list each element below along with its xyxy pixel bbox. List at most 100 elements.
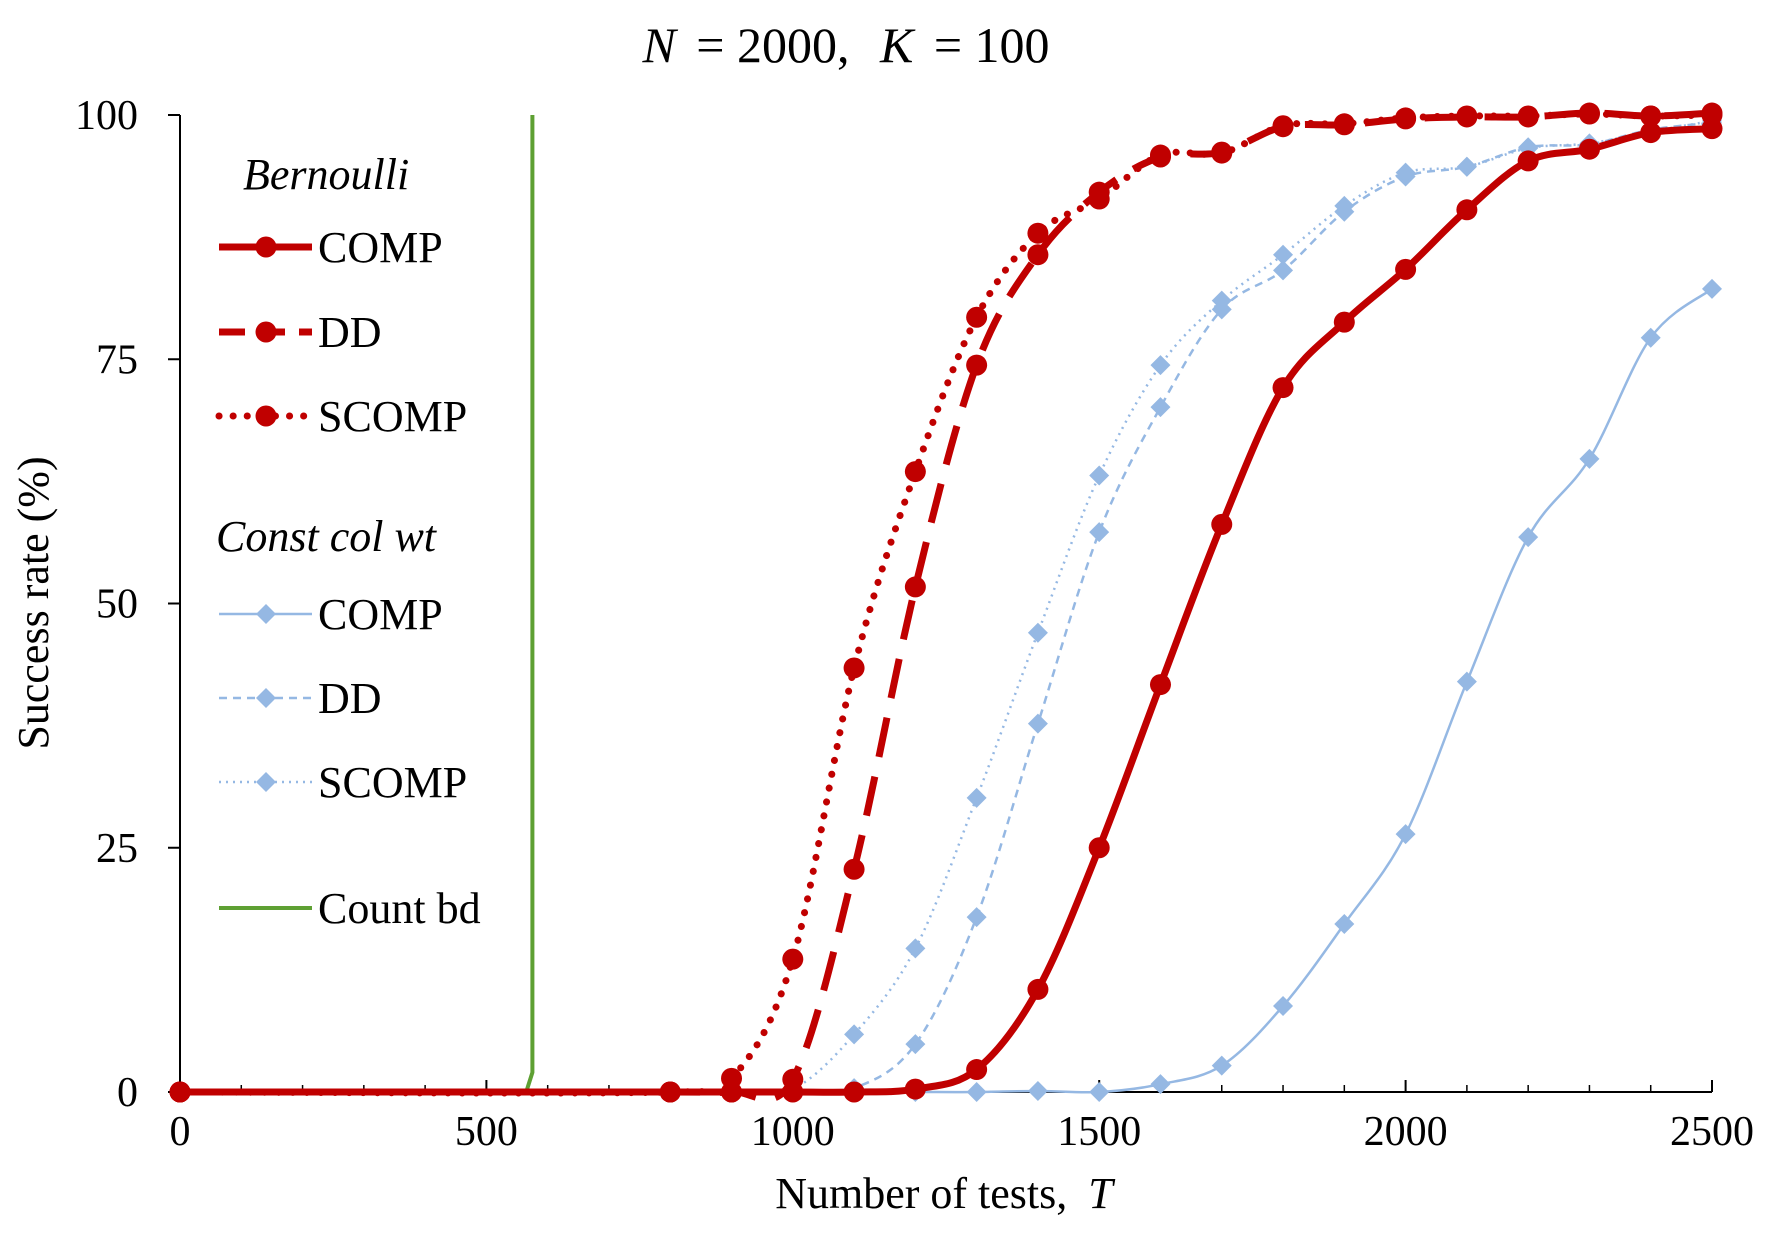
point-const-col-wt-comp-2200 [1518, 527, 1539, 548]
point-bernoulli-scomp-1100 [843, 657, 865, 679]
legend-header-const-col-wt: Const col wt [216, 512, 438, 561]
point-bernoulli-scomp-2400 [1640, 105, 1662, 127]
point-bernoulli-comp-1300 [966, 1059, 988, 1081]
point-const-col-wt-dd-1500 [1089, 522, 1110, 543]
point-const-col-wt-comp-2100 [1456, 671, 1477, 692]
legend-label-count-bd: Count bd [318, 884, 481, 933]
point-bernoulli-scomp-1800 [1272, 115, 1294, 137]
point-const-col-wt-scomp-2100 [1456, 156, 1477, 177]
point-const-col-wt-scomp-1700 [1211, 290, 1232, 311]
point-bernoulli-scomp-0 [169, 1081, 191, 1103]
point-const-col-wt-comp-1500 [1089, 1082, 1110, 1102]
point-bernoulli-comp-2300 [1578, 138, 1600, 160]
y-tick-label-25: 25 [96, 826, 138, 872]
legend-label-const-col-wt-dd: DD [318, 674, 382, 723]
point-bernoulli-dd-1400 [1027, 244, 1049, 266]
point-const-col-wt-comp-2000 [1395, 824, 1416, 845]
point-bernoulli-scomp-2100 [1456, 105, 1478, 127]
point-bernoulli-dd-1200 [904, 576, 926, 598]
x-axis-label-text: Number of tests, [775, 1169, 1067, 1218]
point-bernoulli-comp-1500 [1088, 837, 1110, 859]
point-bernoulli-scomp-2200 [1517, 105, 1539, 127]
legend-label-const-col-wt-comp: COMP [318, 590, 443, 639]
x-ticks: 0 500 1000 1500 2000 2500 [170, 1080, 1754, 1155]
y-tick-label-50: 50 [96, 582, 138, 628]
legend-label-bernoulli-dd: DD [318, 308, 382, 357]
point-bernoulli-scomp-800 [659, 1081, 681, 1103]
legend-entries: COMP DD SCOMP COMP DD SCOMP Count bd [215, 223, 481, 933]
legend-label-bernoulli-comp: COMP [318, 223, 443, 272]
point-bernoulli-comp-2100 [1456, 199, 1478, 221]
point-const-col-wt-scomp-1600 [1150, 355, 1171, 376]
point-const-col-wt-comp-1700 [1211, 1055, 1232, 1076]
point-const-col-wt-dd-1200 [905, 1034, 926, 1055]
x-axis-label: Number of tests, T [775, 1169, 1116, 1218]
title-k-symbol: K [879, 17, 916, 73]
legend-marker-bernoulli-comp [255, 236, 277, 258]
legend-marker-bernoulli-scomp [255, 405, 277, 427]
x-tick-label-500: 500 [455, 1109, 518, 1155]
chart-title: N = 2000, K = 100 [641, 17, 1049, 73]
point-bernoulli-scomp-1700 [1211, 142, 1233, 164]
point-bernoulli-scomp-1600 [1149, 144, 1171, 166]
point-bernoulli-comp-2000 [1395, 258, 1417, 280]
x-tick-label-0: 0 [170, 1109, 191, 1155]
x-axis-label-var: T [1088, 1169, 1116, 1218]
point-const-col-wt-scomp-1100 [844, 1024, 865, 1045]
x-tick-label-1500: 1500 [1057, 1109, 1141, 1155]
point-bernoulli-scomp-900 [721, 1067, 743, 1089]
legend-header-bernoulli: Bernoulli [243, 150, 409, 199]
x-tick-label-2000: 2000 [1364, 1109, 1448, 1155]
point-const-col-wt-comp-1300 [966, 1082, 987, 1102]
point-bernoulli-comp-1400 [1027, 978, 1049, 1000]
point-const-col-wt-dd-1400 [1027, 713, 1048, 734]
point-const-col-wt-dd-1600 [1150, 397, 1171, 418]
point-const-col-wt-comp-1600 [1150, 1074, 1171, 1095]
x-tick-label-2500: 2500 [1670, 1109, 1754, 1155]
legend-marker-const-col-wt-dd [256, 688, 276, 708]
point-bernoulli-scomp-1000 [782, 948, 804, 970]
point-bernoulli-comp-1100 [843, 1081, 865, 1103]
point-bernoulli-comp-1800 [1272, 377, 1294, 399]
y-axis-label: Success rate (%) [9, 456, 58, 749]
point-const-col-wt-dd-1800 [1273, 260, 1294, 281]
y-ticks: 0 25 50 75 100 [75, 93, 180, 1116]
title-n-symbol: N [641, 17, 678, 73]
point-const-col-wt-scomp-2000 [1395, 162, 1416, 183]
legend-label-bernoulli-scomp: SCOMP [318, 392, 467, 441]
point-const-col-wt-comp-1800 [1273, 996, 1294, 1017]
legend-marker-const-col-wt-comp [256, 604, 276, 624]
point-bernoulli-dd-1100 [843, 858, 865, 880]
point-bernoulli-scomp-1300 [966, 306, 988, 328]
point-const-col-wt-scomp-1200 [905, 938, 926, 959]
point-const-col-wt-scomp-1300 [966, 787, 987, 808]
point-const-col-wt-comp-2500 [1702, 278, 1722, 299]
point-bernoulli-dd-1000 [782, 1068, 804, 1090]
y-tick-label-75: 75 [96, 337, 138, 383]
y-tick-label-100: 100 [75, 93, 138, 139]
x-tick-label-1000: 1000 [751, 1109, 835, 1155]
point-bernoulli-scomp-2500 [1701, 104, 1723, 126]
point-const-col-wt-scomp-1900 [1334, 195, 1355, 216]
series-markers [169, 102, 1723, 1103]
point-bernoulli-scomp-1500 [1088, 188, 1110, 210]
point-const-col-wt-scomp-1800 [1273, 244, 1294, 265]
legend-marker-bernoulli-dd [255, 321, 277, 343]
point-bernoulli-scomp-1400 [1027, 222, 1049, 244]
point-bernoulli-comp-1200 [904, 1078, 926, 1100]
point-const-col-wt-comp-1400 [1027, 1081, 1048, 1102]
point-const-col-wt-comp-2300 [1579, 448, 1600, 469]
point-bernoulli-dd-1300 [966, 354, 988, 376]
point-const-col-wt-comp-1900 [1334, 913, 1355, 934]
title-k-value: = 100 [934, 17, 1050, 73]
point-const-col-wt-dd-1300 [966, 907, 987, 928]
point-bernoulli-scomp-2000 [1395, 107, 1417, 129]
point-const-col-wt-comp-2400 [1640, 327, 1661, 348]
point-bernoulli-comp-2400 [1640, 122, 1662, 144]
point-bernoulli-scomp-1200 [904, 461, 926, 483]
title-n-value: = 2000, [696, 17, 849, 73]
point-bernoulli-scomp-2300 [1578, 103, 1600, 125]
point-bernoulli-comp-1900 [1333, 311, 1355, 333]
point-bernoulli-comp-1600 [1149, 674, 1171, 696]
